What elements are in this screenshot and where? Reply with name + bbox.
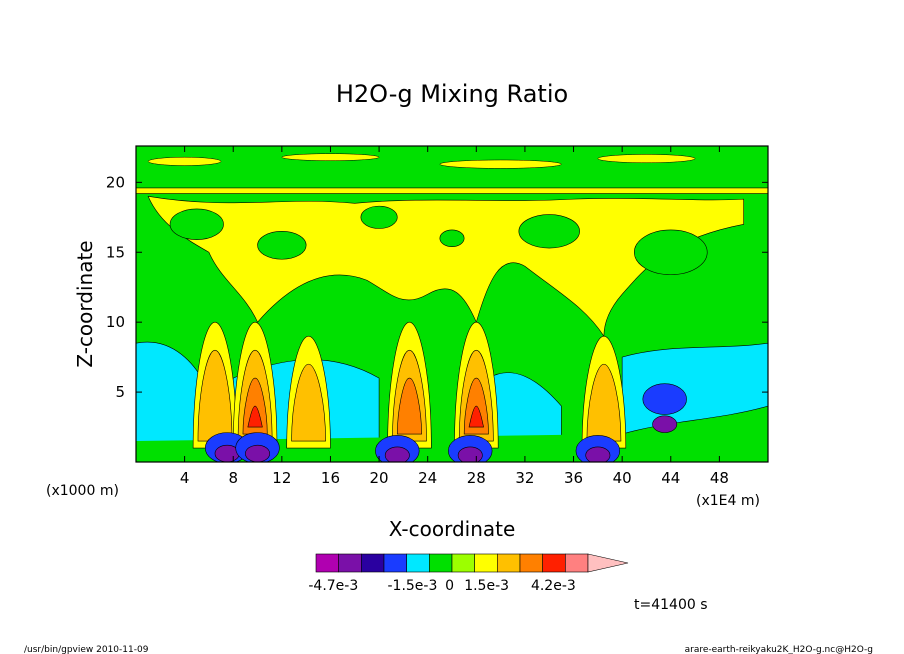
colorbar-segment [519,553,543,573]
colorbar-segment [474,553,498,573]
x-tick-label: 28 [467,469,486,487]
y-axis-title: Z-coordinate [73,240,97,367]
colorbar-segment [361,553,385,573]
footer-right: arare-earth-reikyaku2K_H2O-g.nc@H2O-g [685,645,873,654]
plot-area [136,146,768,462]
y-axis: 5 10 15 20 [106,173,768,401]
x-tick-label: 8 [228,469,238,487]
colorbar-label: 0 [445,578,454,594]
x-tick-label: 44 [661,469,680,487]
plume-level [197,349,233,442]
y-tick-label: 10 [106,313,125,331]
x-axis-title: X-coordinate [389,517,516,541]
x-tick-label: 20 [370,469,389,487]
contour-band [136,187,768,194]
contour-streak [439,159,562,169]
x-tick-label: 12 [272,469,291,487]
contour-blob [257,230,307,260]
low-pocket-inner [384,446,410,462]
contour-region-upper [147,195,744,338]
low-pocket-inner [245,444,270,462]
plot-frame [135,145,769,463]
colorbar-segment [406,553,430,573]
y-tick-label: 5 [115,383,125,401]
x-tick-label: 36 [564,469,583,487]
colorbar: -4.7e-3 -1.5e-3 0 1.5e-3 4.2e-3 [308,553,629,594]
plume-level [586,363,622,442]
x-tick-label: 16 [321,469,340,487]
colorbar-segment [315,553,339,573]
colorbar-label: 1.5e-3 [464,578,509,594]
plume-level [468,405,484,428]
y-tick-label: 20 [106,173,125,191]
low-pocket-inner [457,446,483,462]
x-axis: 4 8 12 16 20 24 28 32 36 40 44 48 [180,146,729,487]
footer-left: /usr/bin/gpview 2010-11-09 [24,645,149,654]
contour-streak [597,154,696,164]
x-tick-label: 48 [710,469,729,487]
x-scale-note: (x1E4 m) [696,493,760,509]
plume-level [247,405,263,428]
colorbar-segment [565,553,589,573]
y-tick-label: 15 [106,243,125,261]
x-tick-label: 24 [418,469,437,487]
chart-title: H2O-g Mixing Ratio [336,80,568,108]
colorbar-segment [383,553,407,573]
contour-streak [281,153,380,161]
colorbar-label: -1.5e-3 [387,578,437,594]
contour-blob [518,214,580,249]
colorbar-segment [429,553,453,573]
contour-blob [634,229,708,275]
colorbar-label: -4.7e-3 [308,578,358,594]
x-tick-label: 40 [613,469,632,487]
x-unit-label: (x1000 m) [46,483,119,499]
colorbar-segment [542,553,566,573]
plume-level [291,363,326,442]
plume-level [397,377,422,435]
x-tick-label: 4 [180,469,190,487]
colorbar-label: 4.2e-3 [531,578,576,594]
low-pocket-inner [585,446,611,462]
contour-blob [169,208,224,240]
colorbar-segment [338,553,362,573]
colorbar-segment [497,553,521,573]
low-pocket-outer [642,383,687,415]
time-label: t=41400 s [634,597,708,613]
low-pocket-inner [652,415,678,433]
colorbar-segment [451,553,475,573]
contour-blob [360,205,398,229]
contour-streak [147,156,222,166]
x-tick-label: 32 [515,469,534,487]
colorbar-arrow [587,553,629,573]
contour-blob [439,229,465,247]
